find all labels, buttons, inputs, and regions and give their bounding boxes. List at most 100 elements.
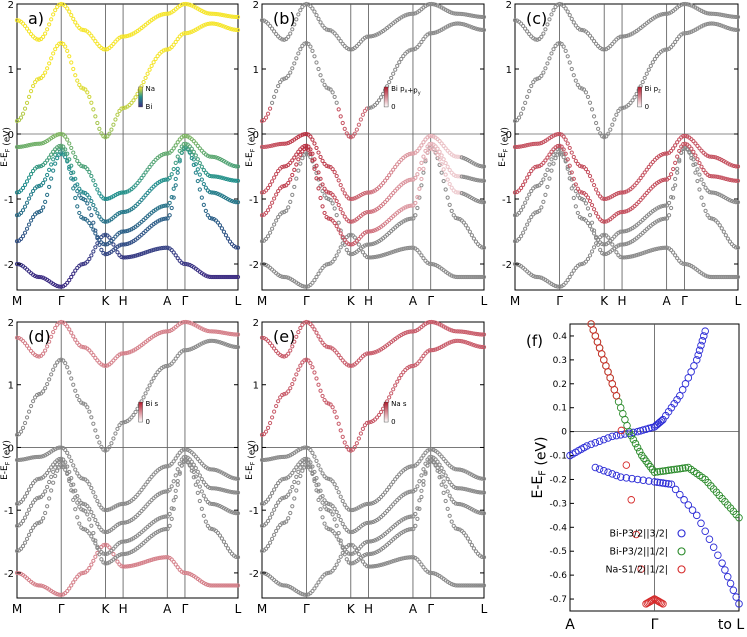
band-point — [409, 363, 414, 369]
band-point — [28, 31, 34, 37]
band-point — [49, 152, 54, 157]
band-point — [284, 183, 289, 188]
band-point — [723, 176, 728, 181]
y-tick-label: -1 — [249, 195, 259, 206]
band-point — [547, 176, 552, 181]
band-point — [274, 455, 279, 460]
band-point — [101, 507, 106, 512]
y-tick-label: 1 — [506, 65, 512, 76]
band-point — [173, 143, 178, 148]
band-point — [203, 339, 208, 344]
band-point — [537, 183, 542, 188]
band-point — [473, 177, 479, 182]
band-point — [89, 534, 94, 539]
band-point — [395, 474, 400, 479]
band-point — [179, 320, 184, 325]
band-point — [354, 44, 359, 49]
band-point — [529, 83, 534, 89]
band-point — [451, 153, 456, 158]
band-point — [461, 155, 466, 161]
band-point — [191, 475, 196, 480]
band-point — [71, 382, 76, 387]
data-point — [701, 327, 709, 335]
band-point — [531, 273, 536, 279]
band-point — [565, 9, 570, 14]
band-point — [334, 253, 339, 258]
band-point — [573, 158, 578, 163]
band-point — [39, 583, 44, 588]
band-point — [332, 506, 337, 511]
band-point — [83, 87, 88, 92]
band-point — [259, 523, 265, 528]
band-point — [39, 454, 44, 459]
band-point — [557, 143, 562, 148]
band-point — [479, 200, 485, 205]
data-point — [636, 427, 645, 435]
band-point — [330, 259, 335, 264]
band-point — [477, 583, 483, 588]
band-point — [481, 178, 487, 183]
band-point — [79, 189, 84, 194]
band-point — [348, 542, 353, 547]
band-point — [591, 182, 597, 188]
band-point — [589, 202, 595, 208]
band-point — [93, 182, 98, 188]
band-point — [49, 56, 54, 61]
band-point — [691, 157, 696, 162]
band-point — [481, 332, 487, 337]
band-point — [111, 436, 116, 441]
band-point — [593, 187, 599, 192]
band-point — [618, 34, 623, 39]
band-point — [340, 358, 345, 363]
band-point — [366, 351, 372, 356]
band-point — [57, 284, 62, 289]
band-point — [389, 250, 394, 255]
band-point — [53, 47, 58, 52]
band-point — [407, 48, 412, 53]
band-point — [531, 80, 536, 85]
band-point — [475, 198, 481, 204]
band-point — [282, 76, 287, 81]
band-point — [587, 100, 593, 105]
band-point — [47, 496, 52, 501]
band-point — [457, 329, 462, 334]
band-point — [721, 229, 726, 234]
band-point — [616, 35, 621, 40]
band-point — [648, 248, 653, 253]
band-point — [622, 242, 627, 247]
y-tick-label: -0.5 — [549, 547, 567, 557]
band-point — [419, 562, 424, 567]
band-point — [423, 159, 428, 164]
panel-b-ylabel: E-EF (eV) — [245, 127, 257, 167]
band-point — [292, 377, 297, 382]
band-point — [481, 511, 487, 516]
band-point — [628, 254, 633, 259]
band-point — [16, 457, 22, 463]
band-point — [433, 462, 438, 467]
band-point — [215, 486, 221, 491]
band-point — [308, 321, 313, 327]
band-point — [561, 147, 566, 152]
band-point — [231, 27, 237, 32]
band-point — [481, 274, 487, 280]
band-point — [223, 274, 229, 280]
band-point — [316, 580, 321, 585]
band-point — [427, 134, 432, 139]
band-point — [618, 229, 623, 234]
band-point — [233, 554, 239, 559]
band-point — [608, 44, 613, 49]
band-point — [296, 329, 301, 335]
band-point — [364, 420, 370, 426]
band-point — [366, 190, 372, 195]
band-point — [63, 361, 68, 366]
band-point — [433, 571, 438, 577]
band-point — [455, 486, 460, 491]
band-point — [215, 220, 221, 225]
band-point — [577, 27, 582, 32]
band-point — [316, 170, 321, 175]
band-point — [334, 523, 339, 528]
band-point — [229, 27, 235, 32]
band-point — [63, 321, 68, 327]
band-point — [153, 556, 158, 561]
band-point — [103, 47, 108, 52]
